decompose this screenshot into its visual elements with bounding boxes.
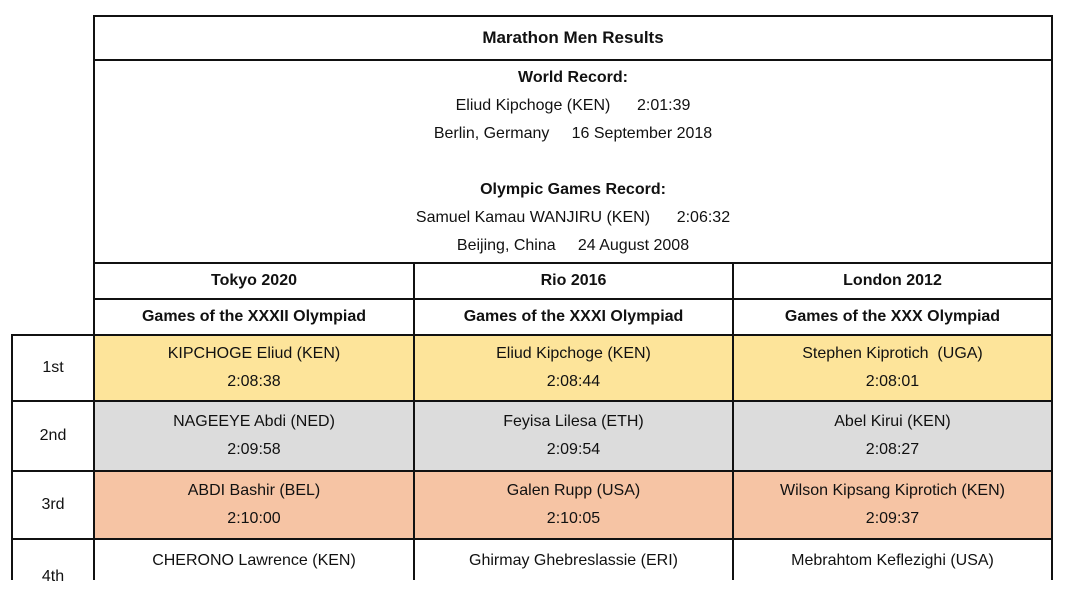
grid-line — [93, 59, 1053, 61]
finish-time: 2:08:01 — [865, 373, 920, 390]
world-record-athlete: Eliud Kipchoge (KEN) — [455, 97, 611, 114]
athlete-name: Mebrahtom Keflezighi (USA) — [791, 552, 994, 569]
world-record-time: 2:01:39 — [637, 97, 691, 114]
grid-line — [93, 15, 95, 580]
world-record-heading: World Record: — [518, 69, 628, 86]
grid-line — [93, 15, 1053, 17]
olympic-record-place: Beijing, China — [456, 237, 556, 254]
olympic-record-place-line: Beijing, China 24 August 2008 — [457, 232, 689, 260]
records-block: World Record: Eliud Kipchoge (KEN) 2:01:… — [94, 60, 1052, 263]
olympic-record-heading: Olympic Games Record: — [480, 181, 666, 198]
result-cell: Galen Rupp (USA) 2:10:05 — [414, 471, 733, 539]
rank-cell: 2nd — [12, 401, 94, 471]
finish-time: 2:08:27 — [865, 441, 920, 458]
result-cell: Eliud Kipchoge (KEN) 2:08:44 — [414, 335, 733, 401]
result-cell: Feyisa Lilesa (ETH) 2:09:54 — [414, 401, 733, 471]
finish-time: 2:10:00 — [227, 510, 281, 527]
column-olympiad-london: Games of the XXX Olympiad — [784, 308, 1001, 325]
olympic-record-time: 2:06:32 — [676, 209, 731, 226]
grid-line — [413, 262, 415, 580]
rank-label: 4th — [41, 568, 65, 585]
finish-time: 2:09:54 — [546, 441, 601, 458]
finish-time: 2:08:38 — [227, 373, 281, 390]
athlete-name: Abel Kirui (KEN) — [834, 413, 951, 430]
result-cell: ABDI Bashir (BEL) 2:10:00 — [94, 471, 414, 539]
column-games-tokyo: Tokyo 2020 — [211, 272, 297, 289]
athlete-name: KIPCHOGE Eliud (KEN) — [167, 345, 341, 362]
result-cell: Abel Kirui (KEN) 2:08:27 — [733, 401, 1052, 471]
rank-label: 3rd — [41, 496, 65, 513]
world-record-place: Berlin, Germany — [433, 125, 550, 142]
table-title: Marathon Men Results — [94, 16, 1052, 60]
grid-line — [732, 262, 734, 580]
column-games-rio: Rio 2016 — [540, 272, 607, 289]
grid-line — [93, 262, 1053, 264]
athlete-name: ABDI Bashir (BEL) — [187, 482, 321, 499]
rank-cell: 3rd — [12, 471, 94, 539]
finish-time: 2:10:05 — [546, 510, 601, 527]
athlete-name: Stephen Kiprotich (UGA) — [802, 345, 983, 362]
result-cell: CHERONO Lawrence (KEN) — [94, 539, 414, 580]
athlete-name: Feyisa Lilesa (ETH) — [503, 413, 644, 430]
grid-line — [93, 298, 1053, 300]
result-cell: Wilson Kipsang Kiprotich (KEN) 2:09:37 — [733, 471, 1052, 539]
rank-label: 2nd — [39, 427, 67, 444]
world-record-athlete-line: Eliud Kipchoge (KEN) 2:01:39 — [456, 92, 691, 120]
grid-line — [11, 334, 1053, 336]
world-record-place-line: Berlin, Germany 16 September 2018 — [434, 120, 712, 148]
olympic-record-date: 24 August 2008 — [577, 237, 690, 254]
olympic-record-athlete-line: Samuel Kamau WANJIRU (KEN) 2:06:32 — [416, 204, 730, 232]
column-olympiad-rio: Games of the XXXI Olympiad — [463, 308, 684, 325]
column-olympiad-tokyo: Games of the XXXII Olympiad — [141, 308, 367, 325]
column-header-olympiad: Games of the XXXII Olympiad — [94, 299, 414, 335]
grid-line — [11, 400, 1053, 402]
result-cell: Mebrahtom Keflezighi (USA) — [733, 539, 1052, 580]
finish-time: 2:09:58 — [227, 441, 281, 458]
grid-line — [11, 470, 1053, 472]
column-header-games: Rio 2016 — [414, 263, 733, 299]
athlete-name: CHERONO Lawrence (KEN) — [152, 552, 356, 569]
rank-label: 1st — [42, 359, 64, 376]
athlete-name: Galen Rupp (USA) — [506, 482, 641, 499]
column-header-olympiad: Games of the XXXI Olympiad — [414, 299, 733, 335]
finish-time: 2:08:44 — [546, 373, 601, 390]
olympic-record-athlete: Samuel Kamau WANJIRU (KEN) — [415, 209, 651, 226]
grid-line — [11, 334, 13, 580]
rank-cell: 4th — [12, 539, 94, 609]
athlete-name: NAGEEYE Abdi (NED) — [173, 413, 335, 430]
grid-line — [1051, 15, 1053, 580]
column-header-games: Tokyo 2020 — [94, 263, 414, 299]
result-cell: NAGEEYE Abdi (NED) 2:09:58 — [94, 401, 414, 471]
marathon-results-table: Marathon Men Results World Record: Eliud… — [11, 15, 1053, 585]
athlete-name: Eliud Kipchoge (KEN) — [496, 345, 651, 362]
column-header-olympiad: Games of the XXX Olympiad — [733, 299, 1052, 335]
athlete-name: Wilson Kipsang Kiprotich (KEN) — [780, 482, 1005, 499]
column-games-london: London 2012 — [843, 272, 942, 289]
rank-cell: 1st — [12, 335, 94, 401]
grid-line — [11, 538, 1053, 540]
column-header-games: London 2012 — [733, 263, 1052, 299]
athlete-name: Ghirmay Ghebreslassie (ERI) — [469, 552, 678, 569]
result-cell: Stephen Kiprotich (UGA) 2:08:01 — [733, 335, 1052, 401]
table-title-text: Marathon Men Results — [482, 28, 664, 47]
finish-time: 2:09:37 — [865, 510, 920, 527]
world-record-date: 16 September 2018 — [571, 125, 713, 142]
result-cell: Ghirmay Ghebreslassie (ERI) — [414, 539, 733, 580]
result-cell: KIPCHOGE Eliud (KEN) 2:08:38 — [94, 335, 414, 401]
